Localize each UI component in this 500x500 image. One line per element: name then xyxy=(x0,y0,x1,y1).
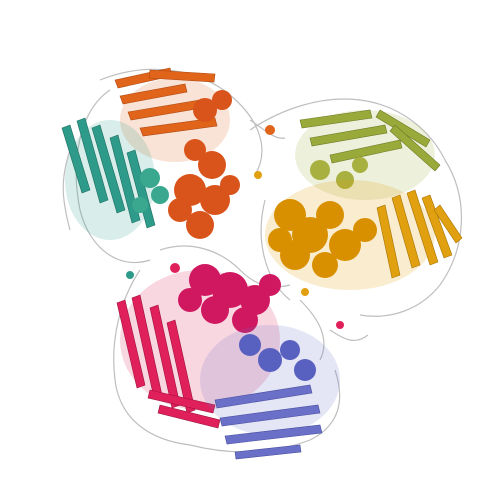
chain-olive-domain xyxy=(295,109,441,200)
chain-gold-domain xyxy=(265,180,463,290)
chain-crimson-domain xyxy=(116,264,281,429)
chain-orange-domain xyxy=(114,67,240,239)
ligand-markers xyxy=(126,125,344,329)
chain-slate-domain xyxy=(200,325,340,460)
chain-teal-domain xyxy=(61,117,169,240)
